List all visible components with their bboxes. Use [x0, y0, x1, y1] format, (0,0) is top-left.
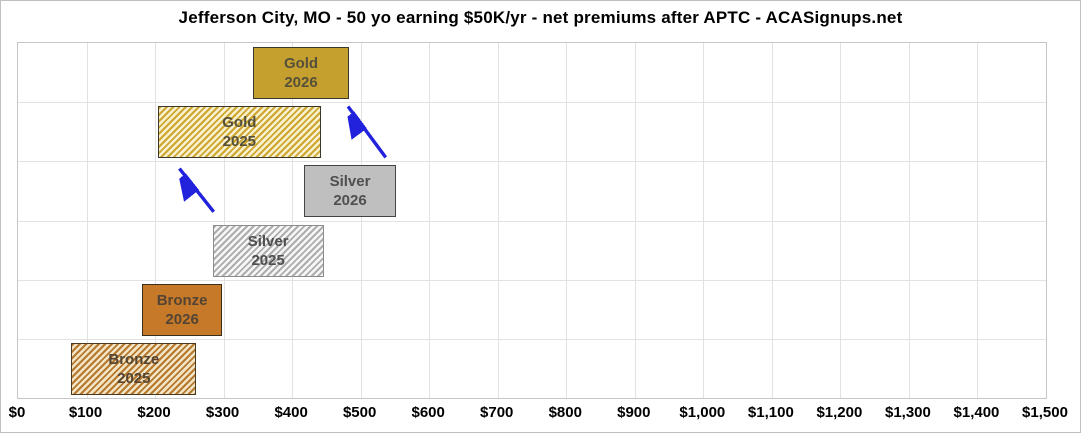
horizontal-gridline — [18, 279, 1046, 281]
plot-area: Gold 2026 Gold 2025 Silver 2026 Silver 2025 Bron… — [17, 42, 1047, 399]
bar-label-line: 2025 — [251, 251, 285, 269]
x-axis-tick-label: $200 — [137, 404, 171, 421]
bar-label-line: Bronze — [108, 350, 160, 368]
x-axis-tick-label: $1,000 — [679, 404, 726, 421]
bar-label-line: Gold — [222, 114, 257, 132]
bar-bronze-2026: Bronze 2026 — [142, 283, 223, 336]
x-axis-tick-label: $300 — [205, 404, 240, 421]
x-axis-tick-label: $100 — [68, 404, 103, 421]
x-axis-tick-label: $1,400 — [953, 404, 1000, 421]
bar-label-line: Silver — [247, 232, 289, 250]
bar-label-line: 2025 — [222, 133, 257, 151]
horizontal-gridline — [18, 338, 1046, 340]
horizontal-gridline — [18, 102, 1046, 104]
bar-gold-2025: Gold 2025 — [157, 106, 321, 159]
bar-label-line: 2026 — [165, 310, 199, 328]
x-axis-tick-label: $1,300 — [884, 404, 931, 421]
bar-silver-2026: Silver 2026 — [303, 165, 397, 218]
bar-label-line: Bronze — [156, 291, 208, 309]
x-axis-tick-label: $800 — [548, 404, 582, 421]
x-axis-tick-label: $0 — [8, 404, 26, 421]
bar-label-line: Silver — [329, 173, 371, 191]
x-axis-tick-label: $1,100 — [747, 404, 794, 421]
bar-bronze-2025: Bronze 2025 — [71, 342, 197, 395]
bar-label-line: 2026 — [284, 74, 318, 91]
x-axis-tick-label: $500 — [342, 404, 377, 421]
x-axis-tick-label: $400 — [274, 404, 308, 421]
bar-label-line: 2026 — [333, 192, 367, 210]
chart-title: Jefferson City, MO - 50 yo earning $50K/… — [178, 8, 903, 27]
bar-label-line: 2025 — [117, 369, 151, 387]
x-axis-tick-label: $1,200 — [816, 404, 863, 421]
x-axis-tick-label: $700 — [480, 404, 514, 421]
x-axis-tick-label: $900 — [617, 404, 651, 421]
x-axis-tick-label: $600 — [411, 404, 445, 421]
horizontal-gridline — [18, 220, 1046, 222]
bar-gold-2026: Gold 2026 — [253, 47, 349, 99]
bar-silver-2025: Silver 2025 — [212, 224, 324, 277]
horizontal-gridline — [18, 161, 1046, 163]
x-axis-tick-label: $1,500 — [1022, 404, 1068, 421]
bar-label-line: Gold — [283, 55, 319, 72]
